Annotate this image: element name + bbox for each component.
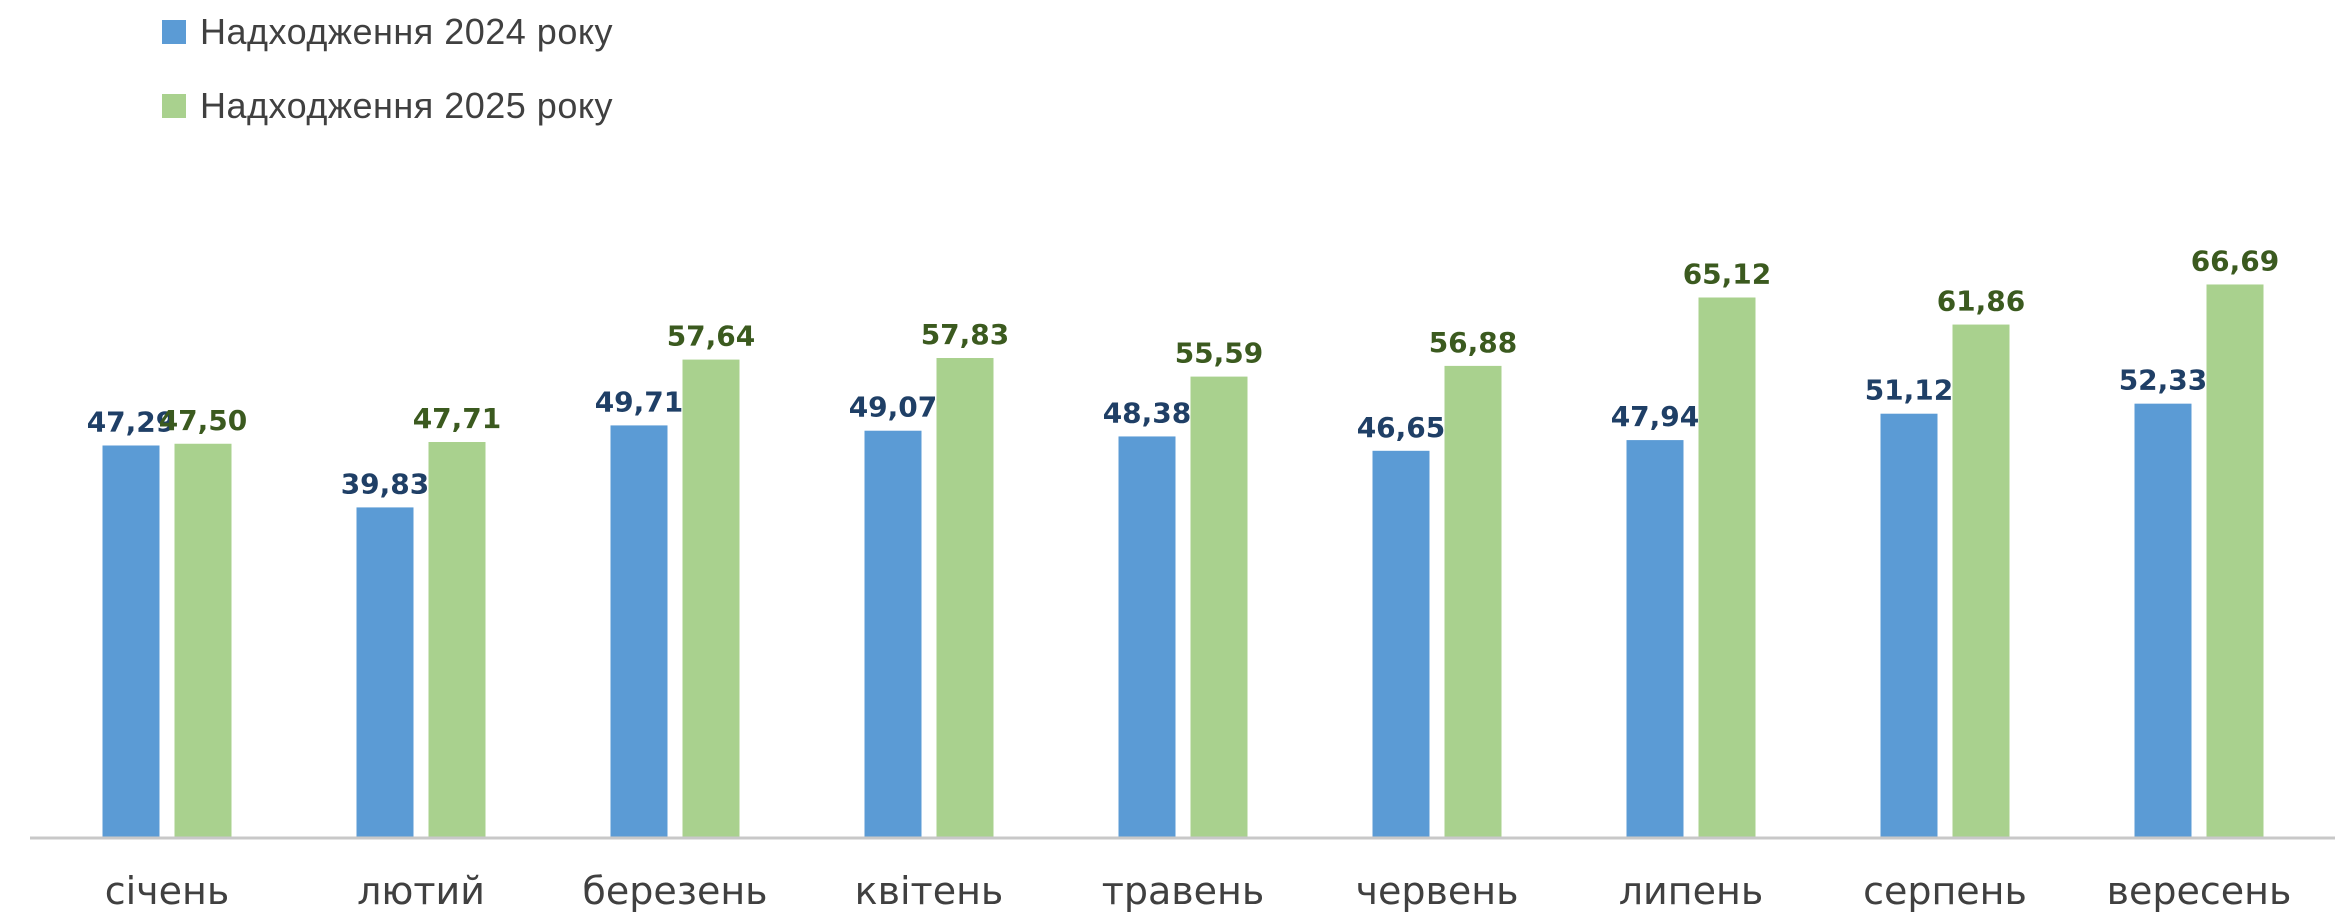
x-tick-label-серпень: серпень — [1863, 869, 2027, 913]
value-label-2024-березень: 49,71 — [595, 385, 684, 418]
value-label-2025-січень: 47,50 — [159, 404, 248, 437]
bar-2024-лютий — [356, 507, 414, 838]
x-tick-label-вересень: вересень — [2107, 869, 2292, 913]
legend-item-2024: Надходження 2024 року — [162, 6, 613, 58]
bar-2025-червень — [1444, 365, 1502, 838]
legend-label-2024: Надходження 2024 року — [200, 11, 614, 52]
x-tick-label-березень: березень — [582, 869, 767, 913]
legend-swatch-2025 — [162, 94, 186, 118]
legend-swatch-2024 — [162, 20, 186, 44]
x-tick-label-лютий: лютий — [357, 869, 485, 913]
value-label-2024-липень: 47,94 — [1611, 400, 1700, 433]
x-tick-label-липень: липень — [1619, 869, 1763, 913]
value-label-2024-лютий: 39,83 — [341, 467, 430, 500]
bar-2025-січень — [174, 443, 232, 838]
x-tick-label-червень: червень — [1356, 869, 1519, 913]
value-label-2025-березень: 57,64 — [667, 320, 756, 353]
value-label-2024-червень: 46,65 — [1357, 411, 1446, 444]
legend-item-2025: Надходження 2025 року — [162, 80, 613, 132]
bar-2024-травень — [1118, 436, 1176, 838]
value-label-2024-травень: 48,38 — [1103, 396, 1192, 429]
bar-2025-лютий — [428, 442, 486, 838]
x-tick-label-квітень: квітень — [855, 869, 1004, 913]
bar-2025-липень — [1698, 297, 1756, 838]
bar-2025-березень — [682, 359, 740, 838]
bar-2024-січень — [102, 445, 160, 838]
value-label-2025-серпень: 61,86 — [1937, 285, 2026, 318]
value-label-2025-липень: 65,12 — [1683, 258, 1772, 291]
chart-legend: Надходження 2024 року Надходження 2025 р… — [162, 6, 613, 154]
value-label-2024-серпень: 51,12 — [1865, 374, 1954, 407]
x-tick-label-січень: січень — [105, 869, 230, 913]
value-label-2024-квітень: 49,07 — [849, 391, 938, 424]
legend-label-2025: Надходження 2025 року — [200, 85, 614, 126]
value-label-2025-лютий: 47,71 — [413, 402, 502, 435]
bar-2024-червень — [1372, 450, 1430, 838]
bar-2024-серпень — [1880, 413, 1938, 838]
value-label-2025-червень: 56,88 — [1429, 326, 1518, 359]
value-label-2025-вересень: 66,69 — [2191, 244, 2280, 277]
value-label-2025-травень: 55,59 — [1175, 337, 1264, 370]
bar-2025-серпень — [1952, 324, 2010, 838]
bar-2024-вересень — [2134, 403, 2192, 838]
bar-2024-квітень — [864, 430, 922, 838]
value-label-2024-вересень: 52,33 — [2119, 364, 2208, 397]
bar-2025-травень — [1190, 376, 1248, 838]
bar-2024-липень — [1626, 440, 1684, 838]
value-label-2024-січень: 47,29 — [87, 405, 176, 438]
bar-2025-вересень — [2206, 284, 2264, 838]
value-label-2025-квітень: 57,83 — [921, 318, 1010, 351]
x-tick-label-травень: травень — [1102, 869, 1265, 913]
bar-2025-квітень — [936, 358, 994, 838]
bar-2024-березень — [610, 425, 668, 838]
